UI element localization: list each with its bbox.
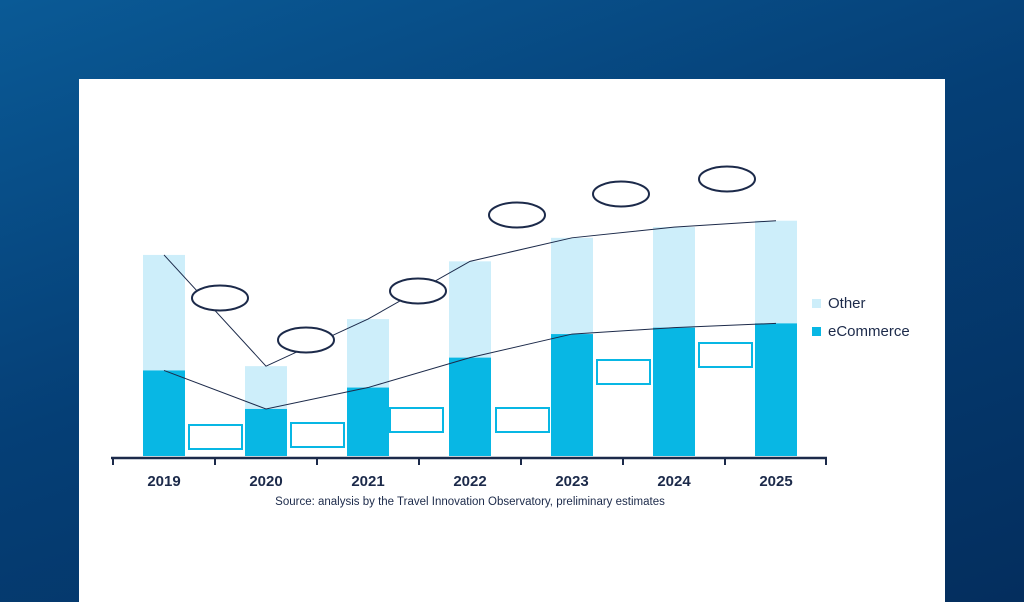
- x-tick-label-2023: 2023: [555, 473, 588, 490]
- x-tick-label-2020: 2020: [249, 473, 282, 490]
- legend-swatch-ecommerce: [812, 327, 821, 336]
- bar-ecommerce-2020: [245, 408, 287, 456]
- ecommerce-label-box-4: [495, 407, 550, 433]
- x-tick-label-2022: 2022: [453, 473, 486, 490]
- bar-ecommerce-2024: [653, 327, 695, 456]
- total-label-oval-4: [488, 201, 546, 229]
- ecommerce-label-box-1: [188, 424, 243, 450]
- bar-other-2025: [755, 220, 797, 324]
- ecommerce-trend-line: [163, 322, 777, 410]
- x-tick-label-2021: 2021: [351, 473, 384, 490]
- legend-swatch-other: [812, 299, 821, 308]
- legend-label-other: Other: [828, 295, 866, 312]
- source-note: Source: analysis by the Travel Innovatio…: [275, 496, 665, 508]
- bar-ecommerce-2022: [449, 357, 491, 456]
- bar-other-2022: [449, 261, 491, 358]
- ecommerce-label-box-3: [389, 407, 444, 433]
- total-label-oval-2: [277, 326, 335, 354]
- total-label-oval-1: [191, 284, 249, 312]
- bar-ecommerce-2019: [143, 370, 185, 456]
- bar-other-2024: [653, 227, 695, 328]
- x-tick-label-2025: 2025: [759, 473, 792, 490]
- total-label-oval-5: [592, 180, 650, 208]
- total-label-oval-3: [389, 277, 447, 305]
- ecommerce-label-box-6: [698, 342, 753, 368]
- bar-ecommerce-2023: [551, 334, 593, 456]
- total-label-oval-6: [698, 165, 756, 193]
- bar-other-2021: [347, 319, 389, 388]
- x-tick-label-2024: 2024: [657, 473, 691, 490]
- bar-ecommerce-2021: [347, 387, 389, 456]
- ecommerce-label-box-2: [290, 422, 345, 448]
- bar-ecommerce-2025: [755, 323, 797, 456]
- bar-other-2023: [551, 237, 593, 335]
- total-trend-line: [163, 220, 777, 367]
- ecommerce-label-box-5: [596, 359, 651, 385]
- bar-other-2019: [143, 254, 185, 371]
- x-tick-label-2019: 2019: [147, 473, 180, 490]
- bar-other-2020: [245, 366, 287, 409]
- legend-label-ecommerce: eCommerce: [828, 323, 910, 340]
- chart-card: [79, 79, 945, 602]
